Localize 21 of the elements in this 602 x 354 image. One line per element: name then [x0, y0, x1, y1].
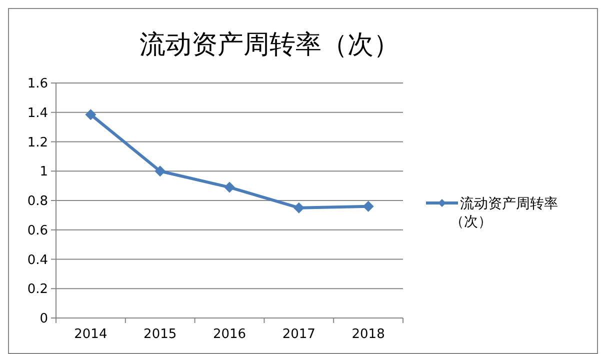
x-tick-label: 2017 [282, 327, 316, 342]
point [293, 202, 304, 214]
point [224, 182, 235, 193]
y-tick-label: 1.6 [27, 76, 48, 92]
y-tick-label: 1.2 [27, 135, 48, 150]
y-tick-label: 1.4 [27, 106, 48, 121]
legend-label: 流动资产周转率（次） [450, 196, 558, 230]
y-tick-label: 0.4 [27, 252, 48, 268]
point [362, 200, 374, 212]
x-tick-label: 2014 [74, 327, 108, 342]
y-tick-label: 0.2 [27, 282, 48, 298]
point [85, 109, 96, 120]
point [154, 166, 166, 177]
x-tick-label: 2018 [352, 327, 385, 342]
x-tick-label: 2016 [212, 327, 246, 342]
y-tick-label: 1 [40, 164, 48, 180]
x-tick-label: 2015 [144, 327, 177, 342]
chart-title: 流动资产周转率（次） [140, 30, 400, 60]
y-tick-label: 0.6 [27, 223, 48, 238]
y-tick-label: 0.8 [27, 194, 48, 210]
y-tick-label: 0 [40, 312, 48, 327]
